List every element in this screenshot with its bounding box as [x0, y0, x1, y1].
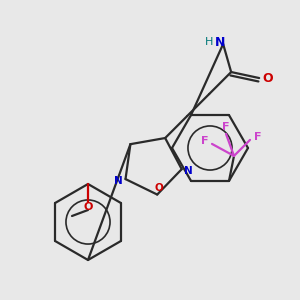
Text: F: F — [222, 122, 230, 132]
Text: O: O — [83, 202, 93, 212]
Text: N: N — [114, 176, 123, 186]
Text: N: N — [184, 166, 193, 176]
Text: O: O — [155, 182, 164, 193]
Text: F: F — [254, 132, 262, 142]
Text: F: F — [201, 136, 209, 146]
Text: O: O — [263, 71, 274, 85]
Text: N: N — [215, 35, 225, 49]
Text: H: H — [205, 37, 213, 47]
